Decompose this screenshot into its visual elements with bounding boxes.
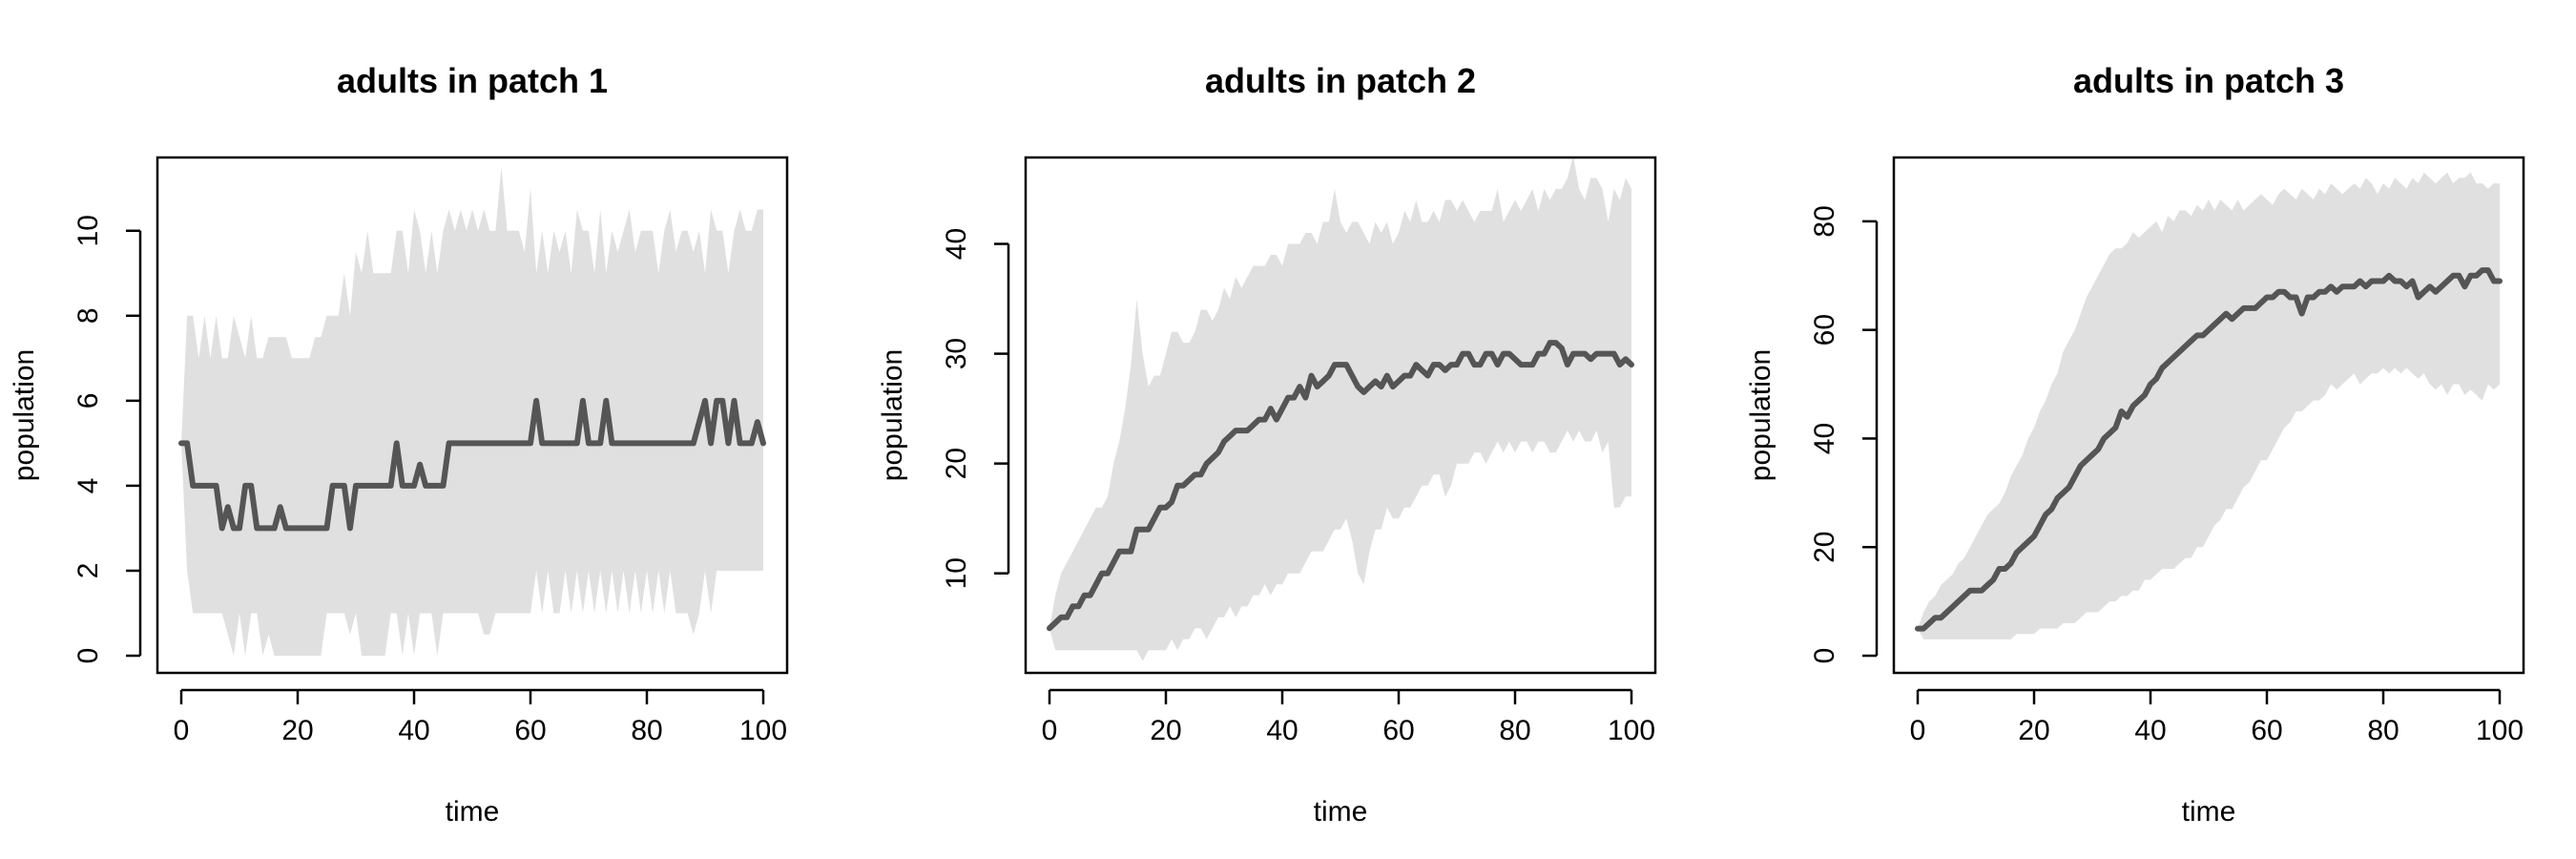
y-axis-label: population (877, 349, 908, 481)
x-axis-label: time (1314, 796, 1368, 828)
x-tick-label: 20 (2018, 715, 2049, 746)
mean-line (1047, 340, 1634, 632)
panel-3: 0 20 40 60 80 100 0 20 40 60 80 adults in patch 3 ti… (1745, 61, 2525, 828)
x-axis-label: time (446, 796, 500, 828)
x-tick-label: 20 (281, 715, 313, 746)
y-tick-label: 20 (941, 448, 972, 479)
x-tick-label: 100 (739, 715, 787, 746)
y-tick-label: 40 (1809, 423, 1840, 454)
chart-title: adults in patch 2 (1205, 61, 1476, 100)
y-axis-label: population (9, 349, 40, 481)
plot-frame (1024, 156, 1657, 675)
chart-title: adults in patch 1 (337, 61, 608, 100)
y-tick-label: 6 (73, 393, 104, 409)
x-tick-label: 80 (2367, 715, 2399, 746)
x-tick-label: 80 (631, 715, 662, 746)
y-tick-label: 2 (73, 563, 104, 579)
x-tick-label: 100 (1608, 715, 1655, 746)
y-tick-label: 10 (941, 557, 972, 589)
x-tick-label: 60 (1382, 715, 1414, 746)
mean-line (1915, 267, 2503, 632)
plot-frame (156, 156, 789, 675)
x-tick-label: 100 (2476, 715, 2524, 746)
x-tick-label: 40 (2134, 715, 2166, 746)
x-tick-label: 40 (398, 715, 429, 746)
y-tick-label: 60 (1809, 314, 1840, 346)
uncertainty-band (181, 167, 763, 656)
x-tick-label: 0 (1042, 715, 1058, 746)
y-tick-label: 0 (73, 648, 104, 664)
x-tick-label: 40 (1266, 715, 1298, 746)
panel-1: 0 20 40 60 80 100 0 2 4 6 8 10 adults in patch 1 time… (9, 61, 789, 828)
panel-2: 0 20 40 60 80 100 10 20 30 40 adults in patch 2 tim… (877, 61, 1657, 828)
x-tick-label: 80 (1499, 715, 1530, 746)
x-tick-label: 0 (174, 715, 190, 746)
chart-title: adults in patch 3 (2073, 61, 2344, 100)
mean-line (178, 397, 766, 532)
y-tick-label: 4 (73, 478, 104, 494)
y-tick-label: 20 (1809, 532, 1840, 563)
y-tick-label: 0 (1809, 648, 1840, 664)
y-tick-label: 40 (941, 228, 972, 260)
x-axis-label: time (2182, 796, 2236, 828)
plot-frame (1892, 156, 2525, 675)
x-tick-label: 20 (1150, 715, 1181, 746)
x-tick-label: 60 (514, 715, 546, 746)
y-tick-label: 8 (73, 307, 104, 324)
y-tick-label: 30 (941, 338, 972, 369)
y-tick-label: 80 (1809, 205, 1840, 237)
y-tick-label: 10 (73, 215, 104, 246)
x-tick-label: 0 (1910, 715, 1926, 746)
y-axis-label: population (1745, 349, 1776, 481)
x-tick-label: 60 (2251, 715, 2282, 746)
uncertainty-band (1049, 156, 1631, 661)
